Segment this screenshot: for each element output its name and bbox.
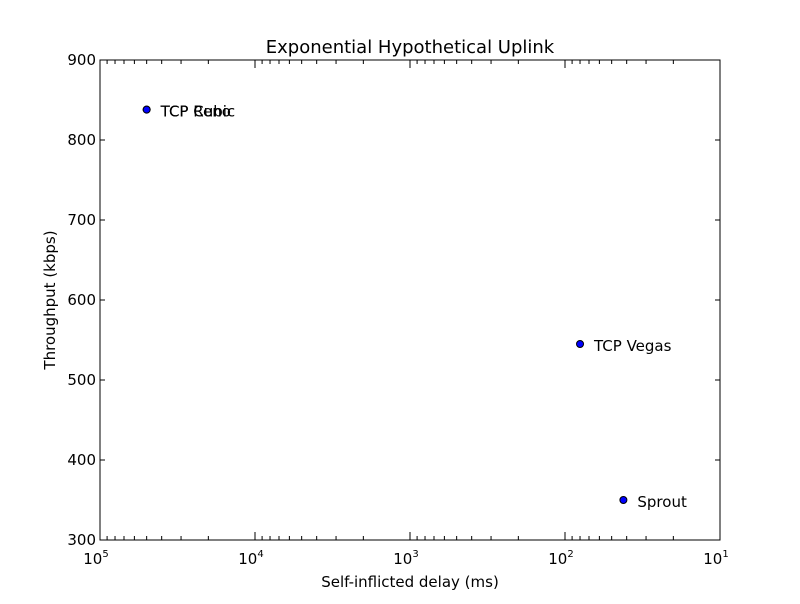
x-tick-exponent: 4	[257, 549, 263, 560]
x-tick-base: 10	[393, 550, 412, 568]
x-tick-exponent: 5	[102, 549, 108, 560]
plot-frame	[99, 59, 721, 541]
x-tick-label: 105	[83, 549, 108, 568]
x-tick-base: 10	[238, 550, 257, 568]
data-point-sprout	[619, 496, 628, 504]
point-label-tcp-reno: TCP Reno	[160, 103, 231, 121]
x-tick-exponent: 1	[722, 549, 728, 560]
point-label-tcp-vegas: TCP Vegas	[593, 337, 672, 355]
point-label-tcp-cubic: TCP Cubic	[160, 103, 236, 121]
x-tick-base: 10	[548, 550, 567, 568]
y-tick-label: 300	[67, 531, 96, 549]
y-axis-label: Throughput (kbps)	[41, 230, 59, 370]
x-tick-label: 103	[393, 549, 418, 568]
y-tick-label: 600	[67, 291, 96, 309]
y-tick-label: 800	[67, 131, 96, 149]
chart-title: Exponential Hypothetical Uplink	[266, 37, 555, 58]
x-tick-label: 104	[238, 549, 263, 568]
y-tick-label: 700	[67, 211, 96, 229]
x-tick-base: 10	[83, 550, 102, 568]
x-tick-exponent: 3	[412, 549, 418, 560]
x-tick-exponent: 2	[567, 549, 573, 560]
y-tick-label: 500	[67, 371, 96, 389]
y-tick-label: 900	[67, 51, 96, 69]
x-axis-label: Self-inflicted delay (ms)	[321, 573, 499, 591]
x-tick-base: 10	[703, 550, 722, 568]
x-tick-label: 102	[548, 549, 573, 568]
x-tick-label: 101	[703, 549, 728, 568]
point-label-sprout: Sprout	[637, 493, 687, 511]
data-point-tcp-vegas	[576, 340, 585, 348]
data-point-tcp-cubic	[142, 105, 151, 114]
y-tick-label: 400	[67, 451, 96, 469]
